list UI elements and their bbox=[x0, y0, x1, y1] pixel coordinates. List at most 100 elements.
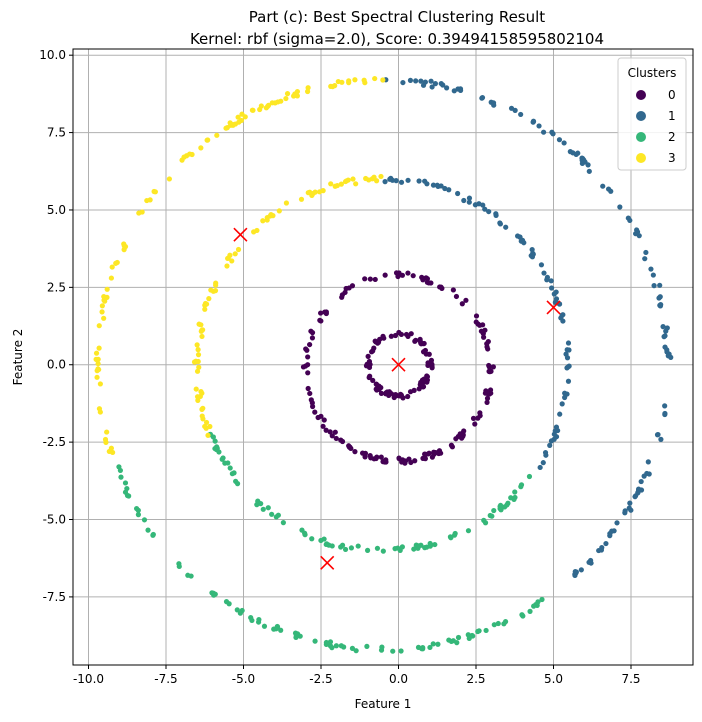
data-point bbox=[135, 507, 141, 513]
data-point bbox=[318, 318, 324, 324]
data-point bbox=[392, 332, 399, 339]
data-point bbox=[444, 85, 450, 91]
data-point bbox=[309, 192, 315, 199]
data-point bbox=[415, 644, 422, 650]
data-point bbox=[234, 607, 240, 613]
data-point bbox=[614, 520, 620, 526]
data-point bbox=[367, 276, 373, 282]
data-point bbox=[104, 429, 110, 435]
data-point bbox=[382, 272, 388, 278]
data-point bbox=[657, 282, 663, 288]
data-point bbox=[508, 105, 515, 111]
data-point bbox=[418, 78, 424, 84]
data-point bbox=[572, 572, 578, 579]
data-point bbox=[321, 417, 327, 423]
data-point bbox=[484, 389, 490, 396]
data-point bbox=[429, 84, 435, 90]
data-point bbox=[93, 356, 99, 362]
data-point bbox=[93, 350, 100, 356]
data-point bbox=[520, 613, 526, 619]
centroid-x-marker bbox=[391, 357, 406, 372]
data-point bbox=[338, 643, 344, 649]
data-point bbox=[199, 413, 205, 419]
data-point bbox=[352, 449, 358, 455]
data-point bbox=[422, 79, 428, 85]
data-point bbox=[575, 150, 581, 156]
data-point bbox=[662, 410, 668, 417]
data-point bbox=[235, 114, 241, 120]
data-point bbox=[238, 117, 245, 124]
data-point bbox=[417, 338, 423, 344]
data-point bbox=[265, 102, 272, 108]
data-point bbox=[298, 196, 305, 202]
data-point bbox=[349, 283, 356, 289]
data-point bbox=[364, 643, 370, 649]
data-point bbox=[428, 78, 434, 84]
data-point bbox=[204, 137, 210, 143]
data-point bbox=[278, 98, 284, 104]
y-axis-ticks: -7.5 -5.0 -2.5 0.0 2.5 5.0 7.5 10.0 bbox=[39, 48, 73, 604]
data-point bbox=[398, 179, 405, 185]
data-point bbox=[202, 306, 208, 312]
data-point bbox=[260, 506, 266, 512]
data-point bbox=[269, 100, 275, 106]
centroid-x-marker bbox=[320, 555, 335, 570]
legend-label-0: 0 bbox=[668, 88, 676, 102]
legend-marker-0 bbox=[636, 90, 646, 100]
data-point bbox=[365, 353, 371, 359]
data-point bbox=[466, 199, 472, 205]
data-point bbox=[378, 385, 384, 391]
data-point bbox=[339, 292, 345, 298]
data-point bbox=[518, 484, 524, 490]
data-point bbox=[562, 394, 568, 401]
data-point bbox=[498, 507, 504, 513]
data-point bbox=[264, 217, 270, 223]
data-point bbox=[415, 543, 421, 549]
data-point bbox=[643, 249, 649, 256]
data-point bbox=[338, 437, 344, 443]
data-point bbox=[446, 637, 452, 643]
data-point bbox=[390, 648, 396, 654]
data-point bbox=[380, 77, 386, 83]
data-point bbox=[194, 394, 201, 400]
data-point bbox=[398, 648, 404, 654]
data-point bbox=[555, 427, 561, 434]
data-point bbox=[372, 338, 378, 344]
data-point bbox=[144, 197, 150, 204]
data-point bbox=[309, 403, 316, 410]
data-point bbox=[644, 470, 650, 477]
data-point bbox=[547, 442, 553, 448]
chart-subtitle: Kernel: rbf (sigma=2.0), Score: 0.394941… bbox=[190, 30, 604, 48]
data-point bbox=[560, 312, 566, 318]
data-point bbox=[232, 251, 238, 257]
data-point bbox=[303, 346, 309, 352]
data-point bbox=[393, 270, 400, 276]
data-point bbox=[213, 282, 219, 288]
data-point bbox=[564, 347, 570, 353]
data-point bbox=[398, 331, 405, 338]
data-point bbox=[121, 243, 127, 249]
data-point bbox=[410, 273, 416, 279]
data-point bbox=[411, 546, 417, 552]
data-point bbox=[193, 386, 199, 392]
x-axis-label: Feature 1 bbox=[355, 697, 412, 711]
data-point bbox=[232, 121, 238, 127]
data-point bbox=[662, 333, 668, 339]
data-point bbox=[435, 641, 441, 647]
data-point bbox=[472, 421, 478, 427]
data-point bbox=[463, 297, 469, 303]
data-point bbox=[493, 211, 499, 217]
data-point bbox=[484, 399, 490, 405]
data-point bbox=[300, 364, 307, 370]
data-point bbox=[412, 458, 418, 464]
y-tick-label: 0.0 bbox=[47, 358, 66, 372]
data-point bbox=[563, 351, 569, 357]
data-point bbox=[578, 567, 584, 573]
data-point bbox=[309, 536, 315, 542]
data-point bbox=[420, 277, 426, 283]
data-point bbox=[420, 644, 426, 651]
data-point bbox=[484, 395, 491, 401]
y-tick-label: -7.5 bbox=[43, 590, 66, 604]
data-point bbox=[216, 449, 222, 455]
data-point bbox=[495, 620, 501, 627]
